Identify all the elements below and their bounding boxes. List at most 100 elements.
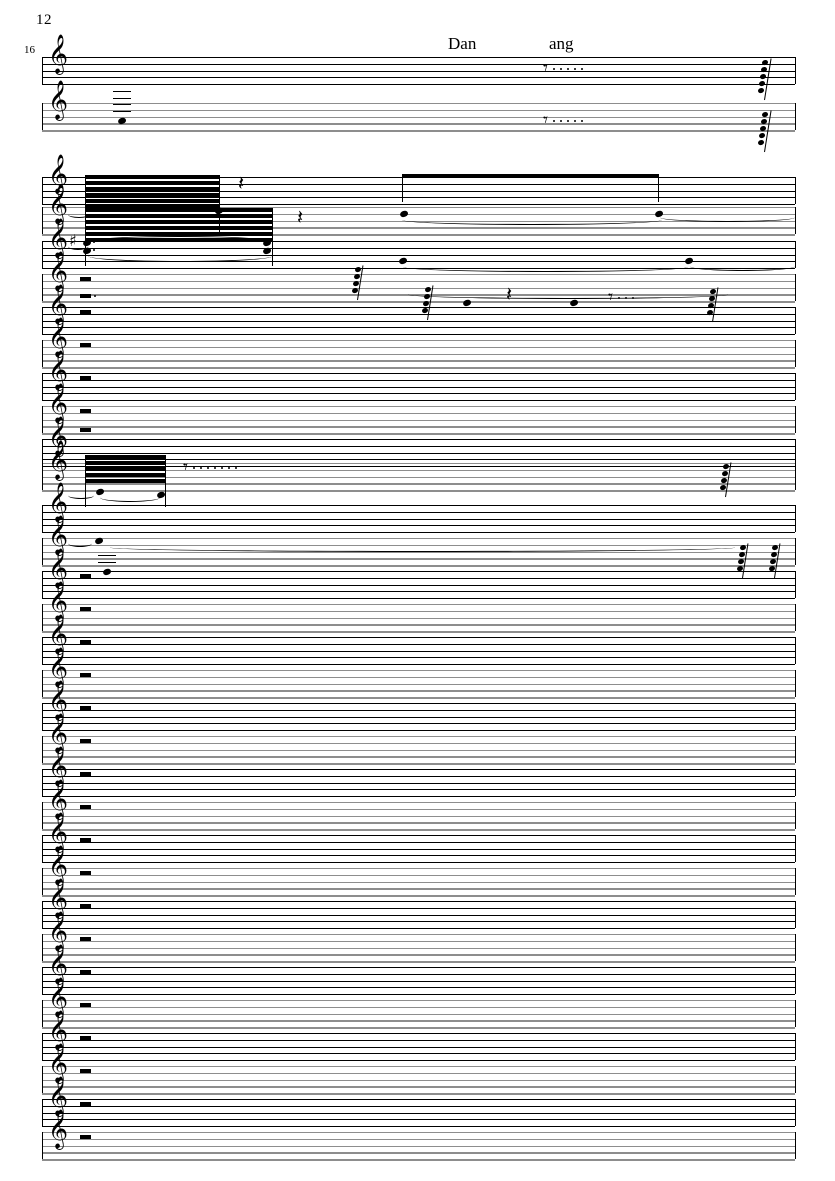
treble-clef: 𝄞 xyxy=(48,911,69,951)
beam xyxy=(85,208,273,213)
treble-clef: 𝄞 xyxy=(48,680,69,720)
augmentation-dot xyxy=(207,467,210,470)
staff-line xyxy=(42,227,795,229)
staff-line xyxy=(42,476,795,478)
staff-line xyxy=(42,736,795,738)
staff-line xyxy=(42,1119,795,1121)
augmentation-dot xyxy=(94,295,97,298)
staff-16 xyxy=(42,604,795,633)
staff-line xyxy=(42,334,795,336)
staff-line xyxy=(42,346,795,349)
system-barline-left xyxy=(42,439,44,467)
augmentation-dot xyxy=(221,467,224,470)
augmentation-dot xyxy=(567,68,570,71)
staff-line xyxy=(42,463,795,465)
staff-6 xyxy=(42,274,795,303)
staff-line xyxy=(42,914,795,916)
staff-line xyxy=(42,254,795,256)
system-barline-right xyxy=(795,439,797,467)
staff-line xyxy=(42,1053,795,1055)
staff-line xyxy=(42,197,795,199)
treble-clef: 𝄞 xyxy=(48,812,69,852)
staff-line xyxy=(42,207,795,209)
beam-stem xyxy=(85,455,87,507)
slur-1 xyxy=(68,211,90,218)
beam xyxy=(85,467,166,472)
staff-19 xyxy=(42,703,795,732)
augmentation-dot xyxy=(581,120,584,123)
staff-17 xyxy=(42,637,795,666)
beam-stem xyxy=(271,208,273,266)
staff-line xyxy=(42,789,795,791)
beam xyxy=(85,232,273,237)
staff-line xyxy=(42,518,795,520)
staff-line xyxy=(42,280,795,283)
staff-line xyxy=(42,77,795,79)
system-barline-right xyxy=(795,901,797,929)
staff-11 xyxy=(42,439,795,468)
staff-line xyxy=(42,313,795,315)
augmentation-dot xyxy=(560,120,563,123)
staff-line xyxy=(42,103,795,105)
measure-number: 16 xyxy=(24,44,35,56)
staff-line xyxy=(42,320,795,322)
eighth-rest: 𝄾 xyxy=(543,57,549,79)
staff-20 xyxy=(42,736,795,765)
beam-stem xyxy=(164,455,166,507)
system-barline-right xyxy=(795,604,797,632)
treble-clef: 𝄞 xyxy=(48,713,69,753)
beam xyxy=(85,214,273,219)
staff-line xyxy=(42,769,795,770)
system-barline-right xyxy=(795,967,797,995)
treble-clef: 𝄞 xyxy=(48,440,69,480)
staff-line xyxy=(42,947,795,949)
staff-line xyxy=(42,532,795,534)
augmentation-dot xyxy=(567,120,570,123)
treble-clef: 𝄞 xyxy=(48,383,69,423)
slur-6 xyxy=(660,213,795,222)
staff-line xyxy=(42,874,795,877)
system-barline-right xyxy=(795,274,797,302)
slur-8 xyxy=(690,262,795,271)
staff-line xyxy=(42,439,795,440)
staff-18 xyxy=(42,670,795,699)
system-barline-left xyxy=(42,670,44,698)
ledger-line xyxy=(98,562,116,564)
augmentation-dot xyxy=(228,467,231,470)
staff-line xyxy=(42,327,795,329)
slur-7 xyxy=(403,262,688,272)
staff-13 xyxy=(42,505,795,534)
staff-line xyxy=(42,709,795,711)
treble-clef: 𝄞 xyxy=(48,647,69,687)
staff-23 xyxy=(42,835,795,864)
staff-line xyxy=(42,466,795,468)
whole-measure-rest xyxy=(80,640,91,644)
system-barline-left xyxy=(42,967,44,995)
system-barline-left xyxy=(42,103,44,131)
staff-line xyxy=(42,84,795,86)
staff-line xyxy=(42,862,795,864)
staff-line xyxy=(42,1145,795,1147)
whole-measure-rest xyxy=(80,607,91,611)
system-barline-left xyxy=(42,1033,44,1061)
system-barline-left xyxy=(42,571,44,599)
system-barline-right xyxy=(795,103,797,131)
staff-line xyxy=(42,808,795,811)
system-barline-left xyxy=(42,934,44,962)
augmentation-dot xyxy=(200,467,203,470)
beam-stem xyxy=(657,174,659,202)
treble-clef: 𝄞 xyxy=(48,548,69,588)
beam xyxy=(85,455,166,460)
system-barline-left xyxy=(42,769,44,797)
staff-line xyxy=(42,664,795,666)
whole-measure-rest xyxy=(80,772,91,776)
ledger-line xyxy=(113,97,131,99)
staff-line xyxy=(42,782,795,784)
treble-clef: 𝄞 xyxy=(48,515,69,555)
whole-measure-rest xyxy=(80,1036,91,1040)
staff-line xyxy=(42,360,795,362)
staff-line xyxy=(42,565,795,567)
whole-measure-rest xyxy=(80,871,91,875)
staff-line xyxy=(42,676,795,679)
staff-line xyxy=(42,373,795,374)
